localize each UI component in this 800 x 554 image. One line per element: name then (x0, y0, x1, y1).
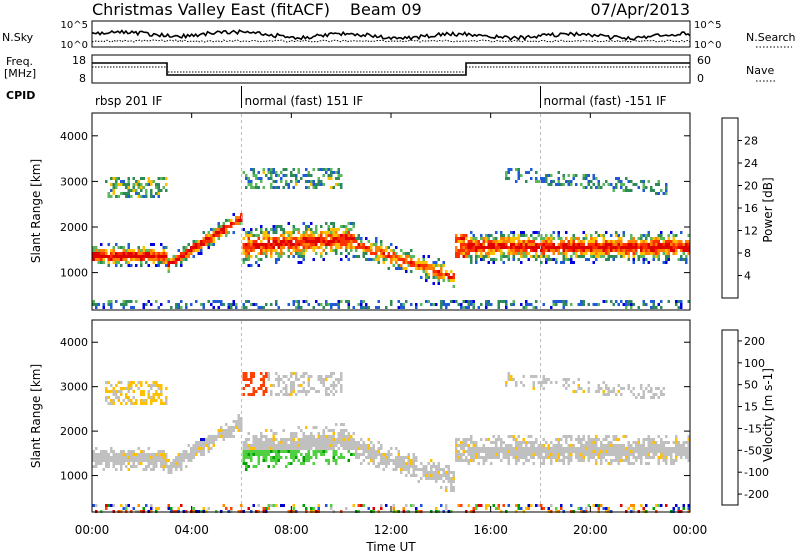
nsearch-tick-bottom: 10^0 (694, 40, 721, 51)
colorbar-tick-label: -200 (744, 488, 769, 501)
power-y-axis-label: Slant Range [km] (29, 159, 43, 263)
power-colorbar-label: Power [dB] (761, 177, 775, 242)
x-tick-label: 04:00 (174, 523, 209, 537)
colorbar-tick-label: -15 (744, 422, 762, 435)
plot-title: Christmas Valley East (fitACF) (92, 0, 330, 19)
colorbar-tick-label: 24 (744, 157, 758, 170)
rti-plot: Christmas Valley East (fitACF) Beam 09 0… (0, 0, 800, 554)
x-axis-label: Time UT (365, 540, 416, 554)
x-tick-label: 16:00 (473, 523, 508, 537)
y-tick-label: 4000 (60, 130, 88, 143)
y-tick-label: 4000 (60, 336, 88, 349)
y-tick-label: 1000 (60, 267, 88, 280)
x-tick-label: 08:00 (274, 523, 309, 537)
beam-label: Beam 09 (350, 0, 422, 19)
colorbar-tick-label: 4 (744, 270, 751, 283)
colorbar-tick-label: 8 (744, 247, 751, 260)
freq-label-2: [MHz] (4, 67, 36, 80)
x-tick-label: 00:00 (673, 523, 708, 537)
cpid-segment-label: rbsp 201 IF (95, 94, 162, 108)
nsearch-line (92, 40, 690, 42)
cpid-segment-label: normal (fast) -151 IF (544, 94, 667, 108)
nave-line (92, 67, 690, 72)
cpid-segment-label: normal (fast) 151 IF (245, 94, 364, 108)
x-tick-label: 20:00 (573, 523, 608, 537)
velocity-colorbar-label: Velocity [m s-1] (761, 368, 775, 462)
y-tick-label: 2000 (60, 221, 88, 234)
y-tick-label: 3000 (60, 381, 88, 394)
nsky-label: N.Sky (2, 31, 34, 44)
colorbar-tick-label: 200 (744, 335, 765, 348)
velocity-panel-frame (92, 320, 690, 512)
velocity-heatmap (93, 321, 691, 513)
colorbar-tick-label: 16 (744, 202, 758, 215)
freq-panel-frame (92, 55, 690, 83)
date-label: 07/Apr/2013 (590, 0, 690, 19)
colorbar-tick-label: 28 (744, 135, 758, 148)
y-tick-label: 1000 (60, 470, 88, 483)
freq-tick-bottom: 8 (79, 72, 86, 85)
colorbar-tick-label: -50 (744, 444, 762, 457)
freq-line (92, 63, 690, 75)
nsky-line (92, 30, 690, 40)
power-heatmap (93, 114, 691, 309)
cpid-segments: rbsp 201 IF normal (fast) 151 IF normal (f… (95, 86, 667, 108)
cpid-label: CPID (6, 89, 35, 102)
x-tick-label: 00:00 (75, 523, 110, 537)
velocity-y-axis-label: Slant Range [km] (29, 364, 43, 468)
colorbar-tick-label: 20 (744, 180, 758, 193)
nave-label: Nave (746, 64, 774, 77)
colorbar-tick-label: 50 (744, 379, 758, 392)
nave-tick-top: 60 (697, 54, 711, 67)
nsearch-tick-top: 10^5 (694, 20, 721, 31)
y-tick-label: 3000 (60, 175, 88, 188)
nsearch-label: N.Search (746, 31, 796, 44)
y-tick-label: 2000 (60, 425, 88, 438)
power-colorbar: 4 8 12 16 20 24 28 (722, 118, 758, 298)
nsky-tick-top: 10^5 (61, 20, 88, 31)
nsky-tick-bottom: 10^0 (61, 40, 88, 51)
x-tick-label: 12:00 (374, 523, 409, 537)
colorbar-tick-label: 100 (744, 357, 765, 370)
colorbar-tick-label: 12 (744, 225, 758, 238)
colorbar-tick-label: 15 (744, 401, 758, 414)
power-panel-frame (92, 113, 690, 310)
nave-tick-bottom: 0 (697, 72, 704, 85)
colorbar-tick-label: -100 (744, 466, 769, 479)
freq-tick-top: 18 (72, 54, 86, 67)
